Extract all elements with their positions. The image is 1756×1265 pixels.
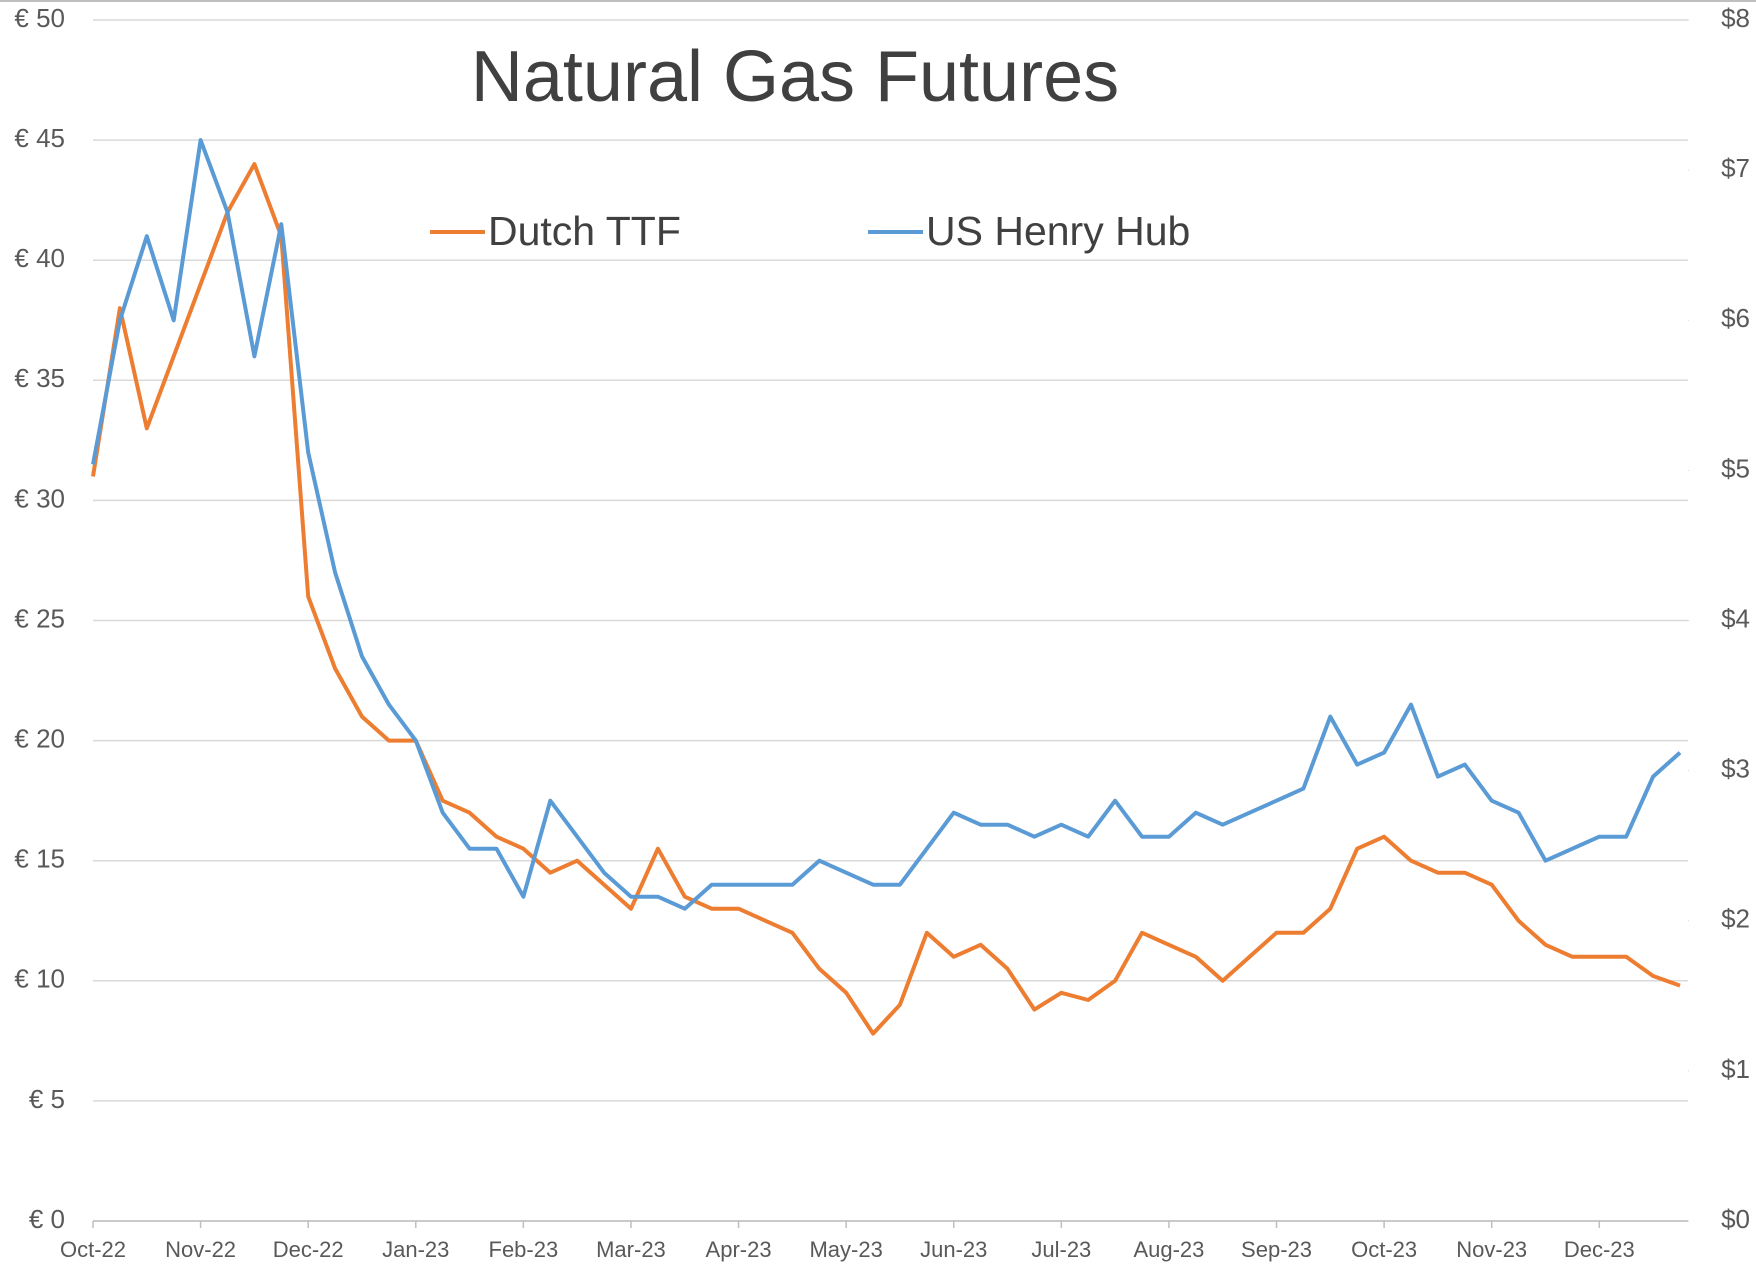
y2-tick-label: $4 <box>1721 603 1750 633</box>
x-tick-label: Mar-23 <box>596 1237 666 1262</box>
y-tick-label: € 50 <box>14 3 65 33</box>
x-tick-label: Jan-23 <box>382 1237 449 1262</box>
y-tick-label: € 45 <box>14 123 65 153</box>
x-tick-label: Nov-23 <box>1456 1237 1527 1262</box>
y2-tick-label: $8 <box>1721 3 1750 33</box>
y2-tick-label: $7 <box>1721 153 1750 183</box>
x-tick-label: Dec-22 <box>273 1237 344 1262</box>
x-tick-label: Sep-23 <box>1241 1237 1312 1262</box>
series-line <box>91 162 1681 1036</box>
x-tick-label: May-23 <box>809 1237 882 1262</box>
x-tick-label: Jul-23 <box>1031 1237 1091 1262</box>
y-tick-label: € 40 <box>14 243 65 273</box>
x-tick-label: Feb-23 <box>489 1237 559 1262</box>
x-tick-label: Apr-23 <box>706 1237 772 1262</box>
y2-tick-label: $0 <box>1721 1204 1750 1234</box>
x-tick-label: Oct-23 <box>1351 1237 1417 1262</box>
chart-title: Natural Gas Futures <box>471 37 1119 117</box>
y2-tick-label: $1 <box>1721 1054 1750 1084</box>
y-tick-label: € 20 <box>14 723 65 753</box>
x-tick-label: Aug-23 <box>1133 1237 1204 1262</box>
y-tick-label: € 25 <box>14 603 65 633</box>
x-tick-label: Oct-22 <box>60 1237 126 1262</box>
y-tick-label: € 30 <box>14 483 65 513</box>
y-tick-label: € 5 <box>29 1084 65 1114</box>
y-tick-label: € 35 <box>14 363 65 393</box>
y-tick-label: € 15 <box>14 844 65 874</box>
legend-label: Dutch TTF <box>488 208 681 254</box>
y2-tick-label: $6 <box>1721 303 1750 333</box>
x-tick-label: Jun-23 <box>920 1237 987 1262</box>
legend-label: US Henry Hub <box>926 208 1190 254</box>
y2-tick-label: $2 <box>1721 904 1750 934</box>
x-tick-label: Dec-23 <box>1564 1237 1635 1262</box>
series-line <box>91 138 1682 911</box>
x-tick-label: Nov-22 <box>165 1237 236 1262</box>
y-tick-label: € 0 <box>29 1204 65 1234</box>
y2-tick-label: $3 <box>1721 754 1750 784</box>
y-tick-label: € 10 <box>14 964 65 994</box>
y2-tick-label: $5 <box>1721 453 1750 483</box>
